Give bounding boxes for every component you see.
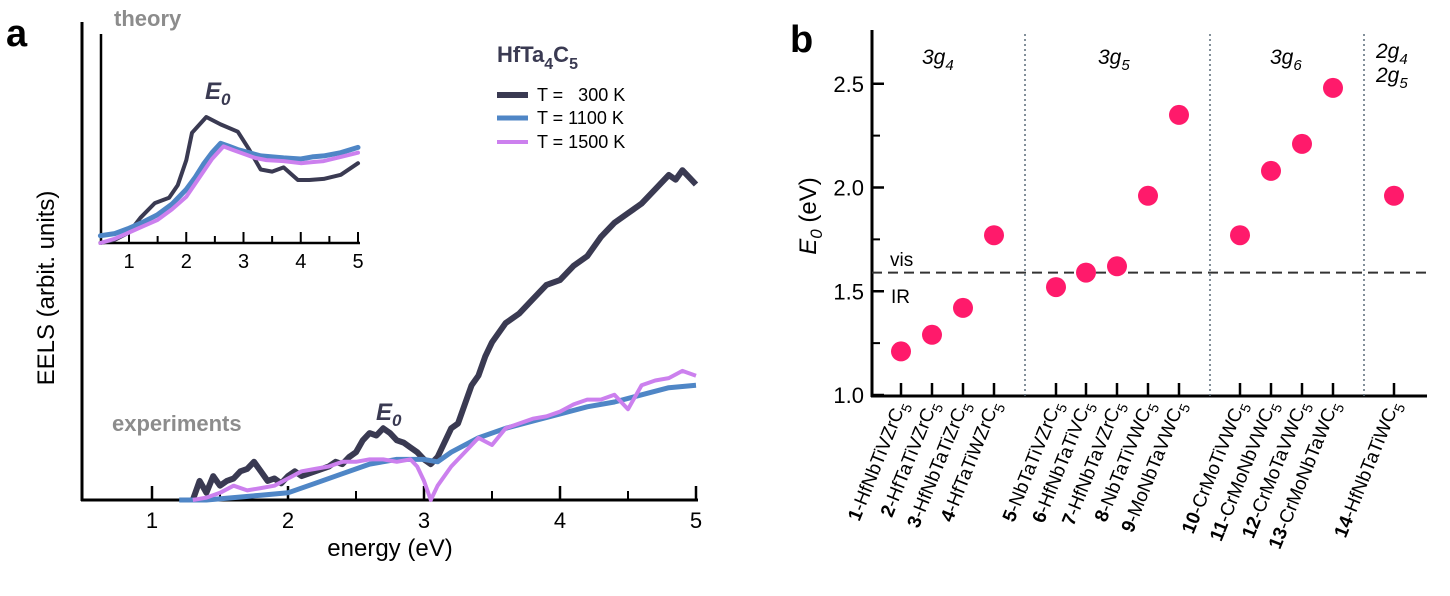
panel-letter-a: a [6, 13, 28, 55]
group-label-3-line2: 2g5 [1375, 64, 1408, 92]
b-y-tick-label: 2.5 [833, 72, 864, 97]
b-y-axis-title: E0 (eV) [795, 177, 826, 255]
legend-entry-300k: T = 300 K [537, 85, 625, 105]
main-e0-label: E0 [376, 399, 402, 430]
inset-e0-label: E0 [205, 78, 231, 109]
data-point-2 [922, 324, 942, 345]
main-series-1100k [179, 382, 697, 503]
data-point-3 [953, 297, 973, 318]
data-point-8 [1138, 185, 1158, 206]
main-series-300k [189, 167, 699, 502]
main-series-1500k [192, 368, 697, 502]
data-point-6 [1076, 262, 1096, 283]
group-label-0: 3g4 [922, 46, 954, 74]
b-y-tick-label: 1.5 [833, 279, 864, 304]
group-label-2: 3g6 [1270, 46, 1302, 74]
inset-x-tick-label: 2 [181, 251, 192, 273]
main-x-tick-label: 3 [418, 508, 430, 533]
main-x-tick-label: 5 [690, 508, 702, 533]
inset-x-tick-label: 1 [123, 251, 134, 273]
panel-letter-b: b [790, 19, 813, 61]
data-point-5 [1046, 277, 1066, 298]
legend-title: HfTa4C5 [497, 42, 578, 73]
data-point-1 [891, 341, 911, 362]
data-point-9 [1169, 104, 1189, 125]
theory-label: theory [114, 6, 182, 31]
inset-x-tick-label: 3 [238, 251, 249, 273]
inset-x-tick-label: 5 [352, 251, 363, 273]
legend-entry-1100k: T = 1100 K [537, 108, 624, 128]
data-point-4 [984, 225, 1004, 246]
group-label-3: 2g4 [1375, 40, 1408, 68]
data-point-10 [1230, 225, 1250, 246]
data-point-13 [1323, 77, 1343, 98]
data-point-11 [1261, 160, 1281, 181]
main-x-tick-label: 1 [146, 508, 158, 533]
inset-series-1500k [98, 144, 360, 245]
ir-label: IR [891, 287, 910, 308]
b-y-tick-label: 2.0 [833, 176, 864, 201]
inset-series-300k [98, 115, 360, 245]
panel-b-scatter-plot: 1.01.52.02.5 1-HfNbTiVZrC52-HfTaTiVZrC53… [795, 30, 1427, 552]
inset-x-tick-label: 4 [295, 251, 306, 273]
main-x-axis-title: energy (eV) [327, 535, 452, 562]
inset-series-1100k [97, 140, 361, 239]
main-x-tick-label: 4 [554, 508, 566, 533]
inset-theory-plot: 1 2 3 4 5 theory E0 [97, 6, 364, 273]
main-y-axis-title: EELS (arbit. units) [33, 191, 60, 386]
data-point-12 [1292, 133, 1312, 154]
vis-label: vis [890, 250, 913, 271]
data-point-14 [1384, 185, 1404, 206]
legend: HfTa4C5 T = 300 K T = 1100 K T = 1500 K [497, 42, 625, 152]
composition-label-14: 14-HfNbTaTiWC5 [1331, 398, 1409, 542]
data-point-7 [1107, 256, 1127, 277]
group-label-1: 3g5 [1098, 46, 1130, 74]
main-x-tick-label: 2 [282, 508, 294, 533]
legend-entry-1500k: T = 1500 K [537, 132, 625, 152]
panel-a-main-plot: 1 2 3 4 5 energy (eV) EELS (arbit. units) ex… [33, 22, 702, 562]
experiments-label: experiments [112, 411, 242, 436]
b-y-tick-label: 1.0 [833, 383, 864, 408]
